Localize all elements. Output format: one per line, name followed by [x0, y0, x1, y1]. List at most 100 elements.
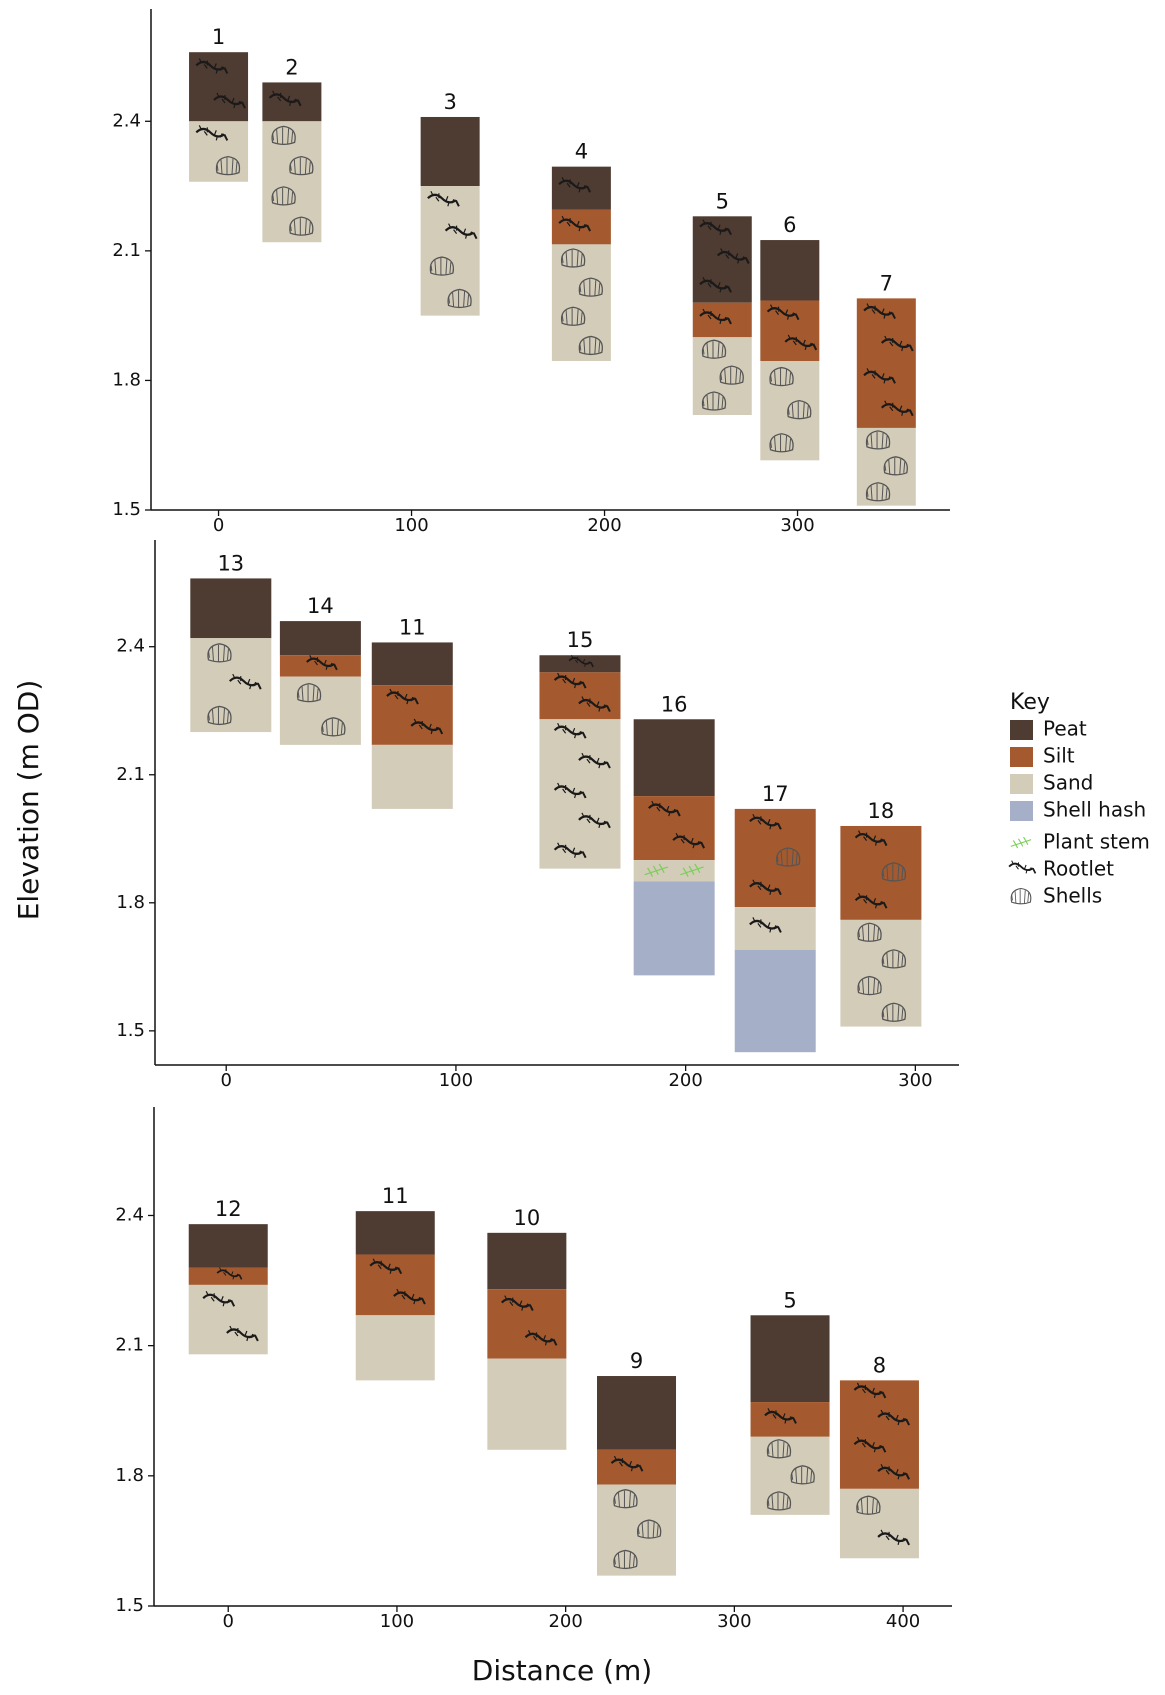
column-label: 16 — [661, 692, 688, 716]
y-tick-label: 1.5 — [115, 1595, 144, 1616]
layer-peat — [280, 621, 361, 655]
layer-peat — [189, 52, 248, 121]
layer-silt — [356, 1255, 435, 1316]
core-column — [189, 1224, 268, 1354]
x-tick-label: 300 — [717, 1611, 751, 1632]
layer-silt — [840, 1380, 919, 1488]
layer-peat — [190, 578, 271, 638]
key-label: Silt — [1043, 744, 1075, 768]
y-tick-label: 1.5 — [112, 499, 141, 520]
column-label: 9 — [630, 1349, 643, 1373]
column-label: 7 — [880, 271, 893, 295]
x-axis-title: Distance (m) — [472, 1654, 652, 1687]
y-tick-label: 2.1 — [112, 240, 141, 261]
x-tick-label: 400 — [886, 1611, 920, 1632]
column-label: 18 — [868, 799, 895, 823]
y-tick-label: 2.4 — [115, 1204, 144, 1225]
x-tick-label: 100 — [394, 515, 428, 536]
x-tick-label: 300 — [898, 1070, 932, 1091]
rootlet-line — [1009, 864, 1033, 870]
column-label: 5 — [783, 1288, 796, 1312]
layer-sand — [634, 860, 715, 881]
symbol-plant-stem — [1011, 837, 1031, 848]
x-tick-label: 200 — [548, 1611, 582, 1632]
y-tick-label: 2.1 — [116, 764, 145, 785]
layer-silt — [280, 655, 361, 676]
key-swatch — [1010, 747, 1033, 767]
core-column — [372, 642, 453, 808]
layer-peat — [356, 1211, 435, 1254]
core-column — [735, 809, 816, 1052]
layer-sand — [487, 1359, 566, 1450]
core-column — [597, 1376, 676, 1576]
y-tick-label: 2.1 — [115, 1335, 144, 1356]
core-column — [634, 719, 715, 975]
y-tick-label: 2.4 — [116, 636, 145, 657]
layer-silt — [189, 1268, 268, 1285]
layer-sand — [372, 745, 453, 809]
layer-sand — [356, 1315, 435, 1380]
column-label: 4 — [575, 140, 588, 164]
plant-line — [1011, 837, 1031, 848]
core-column — [840, 1380, 919, 1558]
layer-sand — [840, 1489, 919, 1558]
x-tick-label: 0 — [220, 1070, 231, 1091]
core-column — [760, 240, 819, 460]
layer-peat — [372, 642, 453, 685]
layer-peat — [487, 1233, 566, 1289]
key-label: Sand — [1043, 771, 1093, 795]
column-label: 17 — [762, 782, 789, 806]
layer-silt — [634, 796, 715, 860]
x-tick-label: 200 — [668, 1070, 702, 1091]
key-label: Peat — [1043, 717, 1087, 741]
key-title: Key — [1010, 690, 1050, 715]
column-label: 5 — [716, 189, 729, 213]
layer-shell-hash — [634, 881, 715, 975]
y-tick-label: 2.4 — [112, 110, 141, 131]
core-column — [840, 826, 921, 1027]
core-column — [189, 52, 248, 182]
core-column — [421, 117, 480, 316]
core-column — [539, 655, 620, 868]
core-column — [280, 621, 361, 745]
symbol-rootlet — [1009, 861, 1035, 874]
layer-peat — [634, 719, 715, 796]
layer-sand — [189, 1285, 268, 1354]
core-column — [693, 216, 752, 415]
layer-peat — [751, 1315, 830, 1402]
layer-peat — [597, 1376, 676, 1450]
key-label: Rootlet — [1043, 857, 1114, 881]
layer-silt — [487, 1289, 566, 1358]
figure: Elevation (m OD) Distance (m) Key 1.5 1.8… — [0, 0, 1165, 1695]
core-column — [857, 298, 916, 505]
column-label: 15 — [567, 628, 594, 652]
column-label: 1 — [212, 25, 225, 49]
key-swatch — [1010, 801, 1033, 821]
key-swatch — [1010, 774, 1033, 794]
column-label: 11 — [382, 1184, 409, 1208]
key-label: Plant stem — [1043, 830, 1150, 854]
x-tick-label: 0 — [213, 515, 224, 536]
key-swatch — [1010, 720, 1033, 740]
rootlet-hook — [1033, 868, 1036, 873]
y-tick-label: 1.8 — [115, 1465, 144, 1486]
column-label: 11 — [399, 615, 426, 639]
y-axis-title: Elevation (m OD) — [12, 680, 45, 921]
x-tick-label: 0 — [223, 1611, 234, 1632]
layer-peat — [539, 655, 620, 672]
column-label: 2 — [285, 55, 298, 79]
core-column — [262, 82, 321, 242]
layer-silt — [539, 672, 620, 719]
key-label: Shell hash — [1043, 798, 1146, 822]
layer-shell-hash — [735, 950, 816, 1052]
core-column — [356, 1211, 435, 1380]
x-tick-label: 100 — [380, 1611, 414, 1632]
column-label: 8 — [873, 1353, 886, 1377]
layer-peat — [760, 240, 819, 300]
column-label: 14 — [307, 594, 334, 618]
key-label: Shells — [1043, 884, 1102, 908]
layer-peat — [189, 1224, 268, 1267]
core-column — [552, 167, 611, 361]
y-tick-label: 1.5 — [116, 1020, 145, 1041]
core-column — [190, 578, 271, 732]
